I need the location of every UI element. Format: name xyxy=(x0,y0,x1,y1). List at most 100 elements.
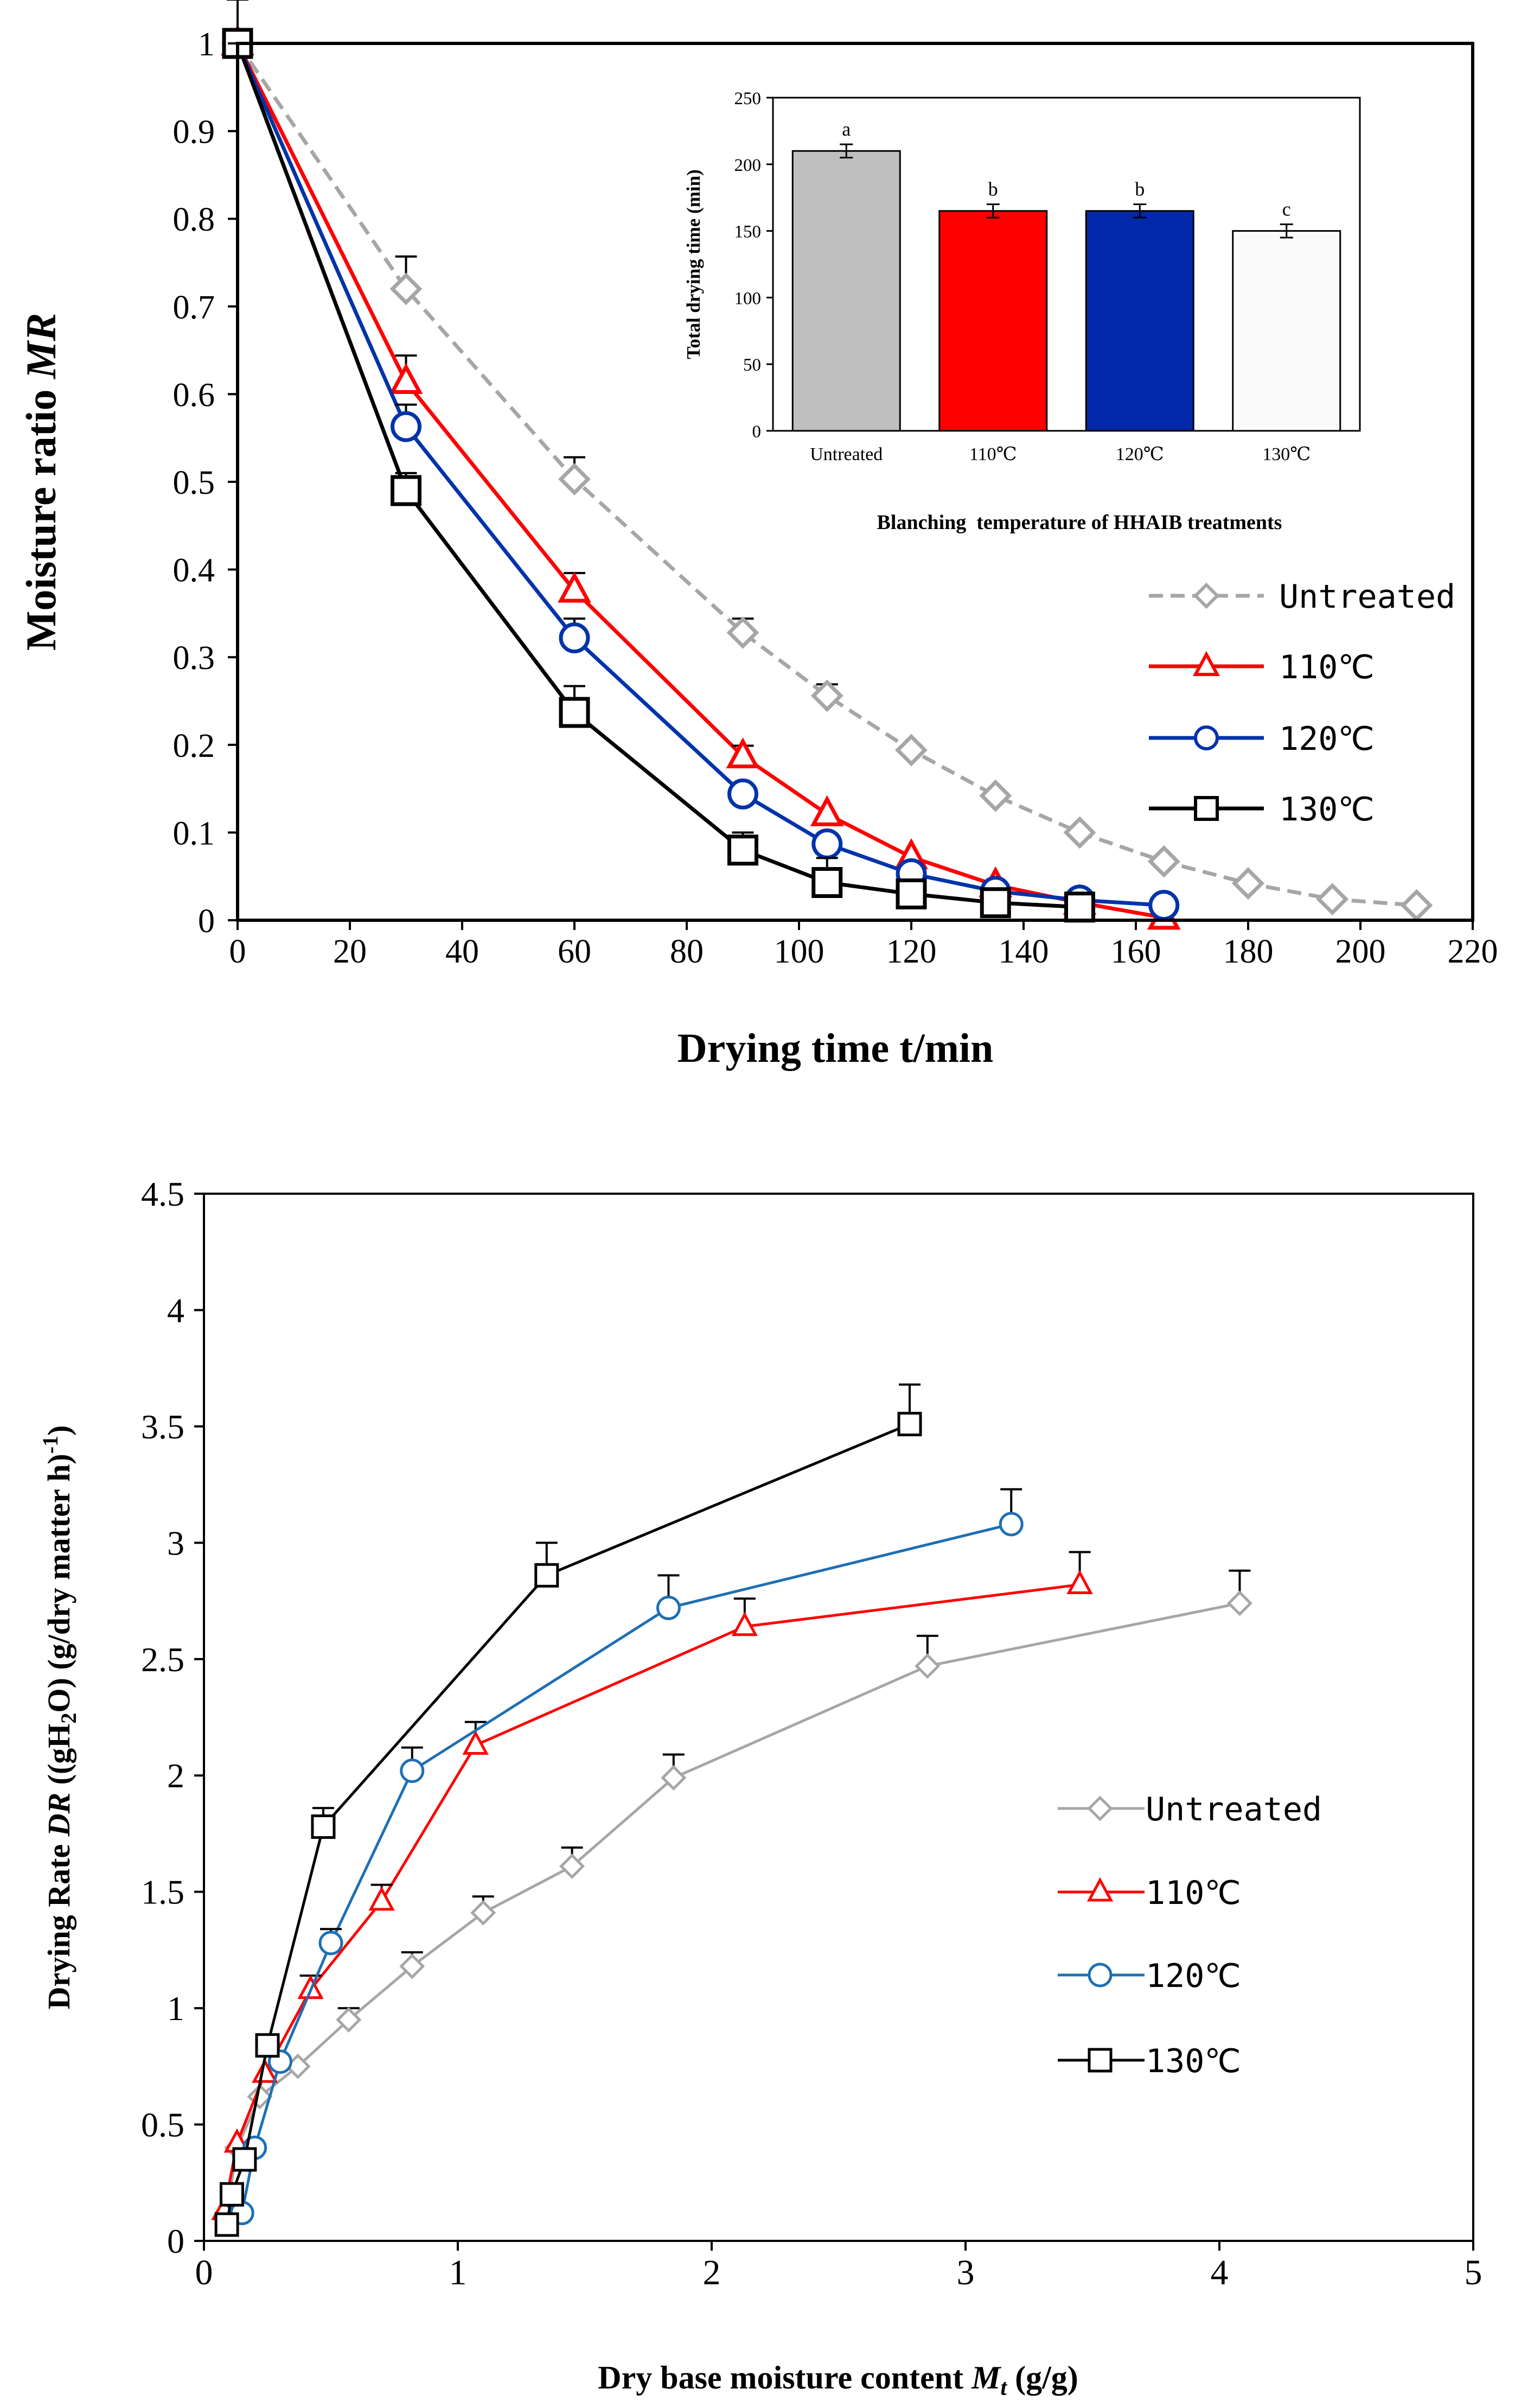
data-point xyxy=(726,616,759,649)
data-point xyxy=(318,1931,343,1955)
legend-marker xyxy=(1086,1877,1114,1902)
data-point xyxy=(559,1853,585,1880)
inset-bar xyxy=(1232,230,1341,432)
data-point xyxy=(727,778,758,810)
data-point xyxy=(1148,890,1180,921)
series-3 xyxy=(214,1383,922,2237)
inset-significance-letter: c xyxy=(1282,198,1291,220)
y-tick-label: 0.4 xyxy=(173,552,215,589)
data-point xyxy=(727,834,758,866)
inset-category-label: Untreated xyxy=(810,444,883,464)
legend-item-0: Untreated xyxy=(1149,578,1455,616)
top-x-axis-title: Drying time t/min xyxy=(677,1025,994,1071)
legend-item-3: 130℃ xyxy=(1058,2042,1241,2080)
inset-y-tick-label: 250 xyxy=(734,89,762,109)
data-point xyxy=(810,795,844,826)
legend-item-2: 120℃ xyxy=(1149,720,1375,758)
x-tick-label: 60 xyxy=(558,933,591,970)
data-point xyxy=(399,1953,425,1979)
series-line xyxy=(222,1583,1080,2211)
y-tick-label: 1 xyxy=(198,26,215,63)
x-tick-label: 100 xyxy=(774,933,824,970)
data-point xyxy=(389,362,423,394)
y-tick-label: 1 xyxy=(167,1989,184,2028)
y-tick-label: 0 xyxy=(198,903,215,940)
inset-y-axis-title: Total drying time (min) xyxy=(683,169,704,359)
data-point xyxy=(214,2212,239,2237)
y-tick-label: 2 xyxy=(167,1756,184,1795)
y-tick-label: 4 xyxy=(167,1291,184,1329)
data-point xyxy=(661,1764,687,1791)
data-point xyxy=(1147,845,1180,878)
inset-category-label: 110℃ xyxy=(969,444,1017,464)
y-tick-label: 4.5 xyxy=(141,1175,184,1213)
inset-y-tick-label: 200 xyxy=(734,156,762,175)
inset-bar xyxy=(1085,210,1194,432)
legend-item-1: 110℃ xyxy=(1058,1874,1241,1912)
data-point xyxy=(391,475,421,506)
legend-item-3: 130℃ xyxy=(1149,791,1375,829)
data-point xyxy=(336,2007,362,2033)
legend-label: 130℃ xyxy=(1146,2042,1241,2080)
data-point xyxy=(558,463,591,496)
inset-bar-chart: a b b c 0 50 100 150 200 250 Untreated 110℃ 120℃ 13… xyxy=(683,89,1361,534)
x-tick-label: 180 xyxy=(1223,933,1274,970)
bottom-chart: 0 1 2 3 4 5 0 0.5 1 1.5 2 2.5 3 3.5 4 4.5 Dry base moi… xyxy=(38,1175,1482,2400)
data-point xyxy=(897,1412,922,1437)
data-point xyxy=(534,1563,559,1588)
data-point xyxy=(368,1886,395,1911)
x-tick-label: 40 xyxy=(445,933,479,970)
inset-y-tick-label: 50 xyxy=(743,355,761,375)
y-tick-label: 0.9 xyxy=(173,114,215,151)
legend-marker xyxy=(1088,1963,1113,1987)
data-point xyxy=(810,679,843,712)
inset-y-tick-label: 100 xyxy=(734,289,762,308)
y-tick-label: 0.2 xyxy=(173,728,215,765)
data-point xyxy=(470,1900,496,1926)
y-tick-label: 0.5 xyxy=(141,2106,184,2144)
y-tick-label: 0.8 xyxy=(173,201,215,238)
data-point xyxy=(726,737,760,769)
data-point xyxy=(462,1730,489,1755)
legend-marker xyxy=(1193,582,1220,609)
data-point xyxy=(1316,883,1349,916)
x-tick-label: 220 xyxy=(1448,933,1498,970)
x-tick-label: 20 xyxy=(333,933,367,970)
top-chart: 0 20 40 60 80 100 120 140 160 180 200 220 0 0.1 0.2 0.… xyxy=(17,0,1498,1071)
x-tick-label: 0 xyxy=(229,933,246,970)
y-tick-label: 0.1 xyxy=(173,815,215,852)
legend-item-0: Untreated xyxy=(1058,1791,1322,1829)
inset-significance-letter: a xyxy=(842,118,851,140)
x-tick-label: 3 xyxy=(957,2253,975,2292)
data-point xyxy=(559,697,590,728)
legend-marker xyxy=(1087,1795,1113,1821)
data-point xyxy=(731,1611,758,1636)
x-tick-label: 0 xyxy=(195,2253,213,2292)
inset-y-tick-label: 150 xyxy=(734,222,762,242)
bottom-y-axis-title: Drying Rate DR ((gH2O) (g/dry matter h)-… xyxy=(38,1425,81,2010)
data-point xyxy=(559,622,590,654)
x-tick-label: 160 xyxy=(1111,933,1161,970)
inset-bar xyxy=(791,150,901,432)
data-point xyxy=(979,779,1012,812)
inset-category-label: 130℃ xyxy=(1262,444,1311,464)
inset-category-label: 120℃ xyxy=(1116,444,1164,464)
y-tick-label: 2.5 xyxy=(141,1640,184,1679)
legend-item-2: 120℃ xyxy=(1058,1957,1241,1995)
y-tick-label: 0.3 xyxy=(173,640,215,677)
legend-marker xyxy=(1194,796,1219,821)
data-point xyxy=(999,1512,1024,1537)
x-tick-label: 120 xyxy=(886,933,937,970)
inset-significance-letter: b xyxy=(1135,178,1145,200)
data-point xyxy=(811,867,843,899)
legend-label: Untreated xyxy=(1279,578,1455,616)
y-tick-label: 1.5 xyxy=(141,1873,184,1912)
legend-label: 120℃ xyxy=(1146,1957,1241,1995)
data-point xyxy=(391,411,421,442)
data-point xyxy=(389,272,423,305)
inset-bar xyxy=(938,210,1048,432)
inset-y-tick-label: 0 xyxy=(752,422,762,442)
x-tick-label: 80 xyxy=(670,933,704,970)
data-point xyxy=(252,2058,278,2083)
